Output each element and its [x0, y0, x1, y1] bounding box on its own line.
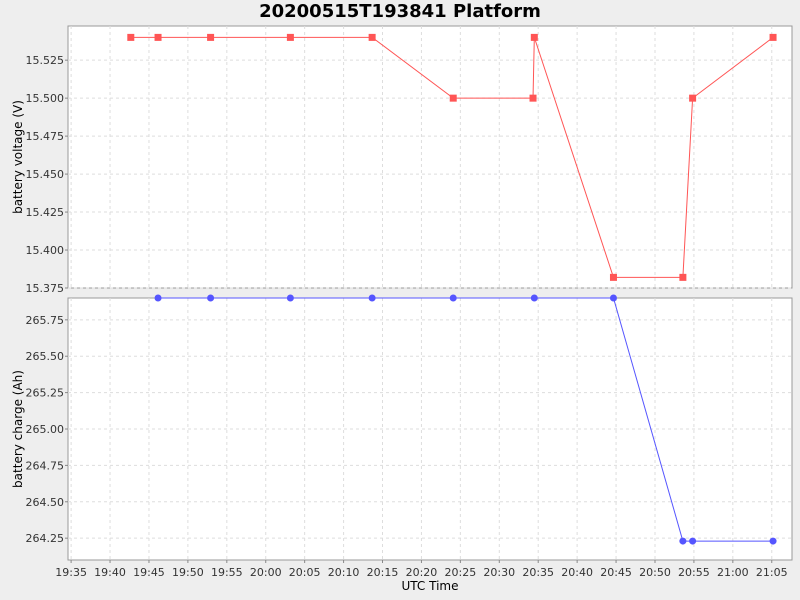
y-tick-label: 15.450: [26, 168, 65, 181]
y-tick-label: 265.00: [26, 423, 65, 436]
data-point: [154, 294, 162, 302]
chart-title: 20200515T193841 Platform: [259, 1, 541, 22]
data-point: [530, 33, 538, 41]
data-point: [689, 537, 697, 545]
series-line: [130, 36, 774, 278]
y-tick-label: 15.425: [26, 206, 65, 219]
data-point: [689, 94, 697, 102]
data-point: [449, 294, 457, 302]
data-point: [127, 33, 135, 41]
x-tick-label: 20:00: [250, 566, 282, 579]
y-tick-label: 264.50: [26, 496, 65, 509]
y-tick-label: 15.525: [26, 54, 65, 67]
x-tick-label: 20:50: [639, 566, 671, 579]
y-tick-label: 265.25: [26, 387, 65, 400]
x-tick-label: 20:45: [600, 566, 632, 579]
data-point: [609, 294, 617, 302]
data-point: [154, 33, 162, 41]
x-axis-label: UTC Time: [402, 579, 459, 593]
data-point: [368, 294, 376, 302]
x-tick-label: 21:05: [756, 566, 788, 579]
y-tick-label: 264.25: [26, 532, 65, 545]
x-tick-label: 20:25: [445, 566, 477, 579]
y-tick-label: 15.475: [26, 130, 65, 143]
y-tick-label: 265.50: [26, 350, 65, 363]
y-tick-label: 15.400: [26, 244, 65, 257]
x-tick-label: 19:45: [133, 566, 165, 579]
x-tick-label: 20:55: [678, 566, 710, 579]
x-tick-label: 19:50: [172, 566, 204, 579]
x-tick-label: 20:40: [561, 566, 593, 579]
y-axis-label-2: battery charge (Ah): [11, 370, 25, 488]
x-tick-label: 19:40: [94, 566, 126, 579]
x-tick-label: 20:05: [289, 566, 321, 579]
series-line: [158, 297, 774, 542]
y-axis-label-1: battery voltage (V): [11, 100, 25, 214]
x-tick-label: 19:55: [211, 566, 243, 579]
x-tick-label: 20:35: [522, 566, 554, 579]
data-point: [609, 273, 617, 281]
data-point: [286, 33, 294, 41]
x-tick-label: 20:30: [483, 566, 515, 579]
data-point: [286, 294, 294, 302]
plot-area-1: [67, 25, 793, 289]
data-point: [530, 294, 538, 302]
y-tick-label: 15.500: [26, 92, 65, 105]
x-tick-label: 20:15: [367, 566, 399, 579]
y-tick-label: 264.75: [26, 459, 65, 472]
data-point: [679, 273, 687, 281]
data-point: [529, 94, 537, 102]
x-tick-label: 21:00: [717, 566, 749, 579]
x-tick-label: 20:20: [406, 566, 438, 579]
data-point: [679, 537, 687, 545]
y-tick-label: 15.375: [26, 282, 65, 295]
data-point: [368, 33, 376, 41]
y-tick-label: 265.75: [26, 314, 65, 327]
data-point: [449, 94, 457, 102]
data-point: [769, 537, 777, 545]
x-tick-label: 19:35: [55, 566, 87, 579]
data-point: [207, 33, 215, 41]
data-point: [207, 294, 215, 302]
data-point: [769, 33, 777, 41]
x-tick-label: 20:10: [328, 566, 360, 579]
